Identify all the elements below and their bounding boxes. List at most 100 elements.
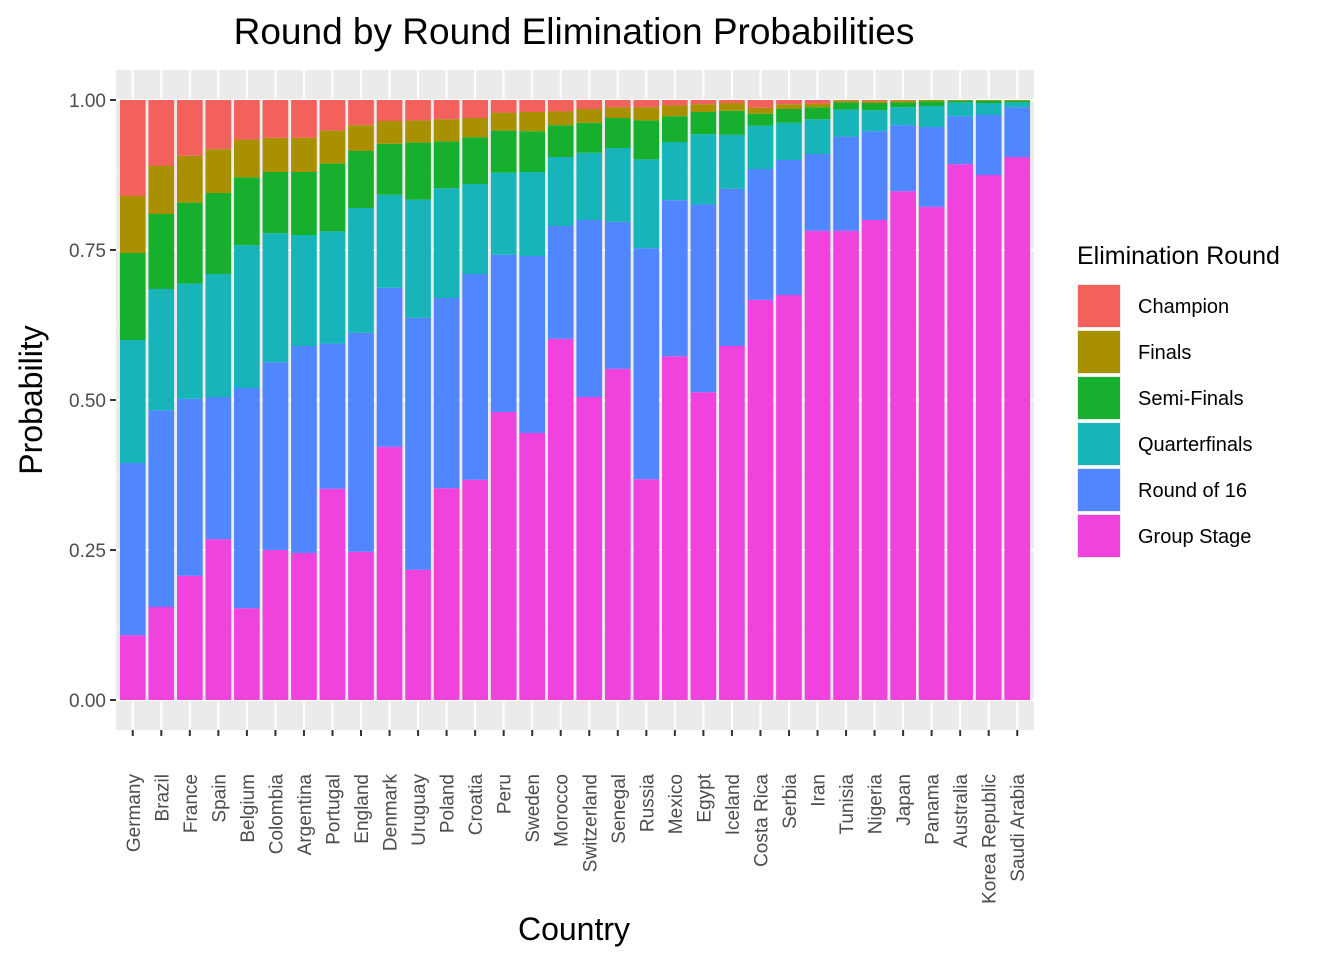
bar-segment-quarterfinals [205, 274, 232, 397]
bar-segment-semi-finals [205, 193, 232, 274]
bar-segment-group-stage [176, 575, 203, 700]
bar-segment-semi-finals [633, 120, 660, 160]
bar-segment-round-of-16 [918, 127, 945, 207]
x-tick-label: Portugal [323, 774, 344, 845]
bar-segment-round-of-16 [119, 463, 146, 636]
bar-stack-panama [918, 100, 945, 701]
bar-segment-round-of-16 [633, 248, 660, 480]
legend-swatch-round-of-16 [1078, 469, 1120, 511]
y-tick-label: 1.00 [69, 91, 106, 112]
bar-stack-russia [633, 100, 660, 700]
bar-stack-france [176, 100, 203, 700]
bar-segment-semi-finals [262, 172, 289, 234]
bar-segment-finals [148, 166, 175, 214]
bar-segment-semi-finals [576, 122, 603, 153]
bar-segment-finals [176, 155, 203, 203]
bar-segment-quarterfinals [662, 142, 688, 201]
bar-segment-round-of-16 [861, 131, 888, 220]
bar-stack-tunisia [833, 100, 859, 701]
bar-segment-finals [662, 105, 688, 117]
bar-segment-quarterfinals [947, 102, 974, 117]
bar-segment-group-stage [804, 230, 831, 701]
bar-stack-iceland [719, 100, 745, 700]
bar-segment-semi-finals [547, 125, 574, 157]
bar-segment-semi-finals [234, 177, 260, 246]
bar-segment-finals [205, 149, 232, 193]
bar-segment-champion [690, 100, 717, 105]
bar-segment-quarterfinals [576, 152, 603, 220]
bar-segment-group-stage [119, 635, 146, 700]
bar-segment-champion [719, 100, 745, 103]
legend-label: Round of 16 [1138, 480, 1247, 502]
bar-segment-group-stage [662, 356, 688, 700]
bar-segment-quarterfinals [348, 208, 374, 333]
bar-segment-round-of-16 [319, 343, 346, 489]
bar-segment-quarterfinals [148, 289, 175, 411]
bar-segment-semi-finals [291, 172, 317, 235]
bar-segment-quarterfinals [1004, 102, 1031, 108]
bar-segment-semi-finals [890, 102, 916, 108]
bar-stack-croatia [462, 100, 488, 700]
bar-stack-england [348, 100, 374, 700]
bar-segment-champion [376, 100, 403, 121]
bar-segment-quarterfinals [547, 157, 574, 226]
bar-segment-semi-finals [776, 109, 802, 123]
bar-segment-finals [119, 196, 146, 253]
x-tick-label: England [352, 774, 373, 844]
bars [119, 100, 1031, 701]
bar-segment-champion [861, 100, 888, 102]
x-tick-label: Nigeria [866, 774, 887, 835]
x-tick-label: Spain [209, 774, 230, 823]
x-tick-label: Tunisia [837, 774, 858, 835]
bar-segment-round-of-16 [234, 388, 260, 609]
bar-segment-finals [633, 107, 660, 121]
bar-stack-costa-rica [747, 100, 774, 700]
bar-segment-quarterfinals [291, 235, 317, 346]
bar-segment-semi-finals [918, 101, 945, 106]
bar-segment-finals [804, 103, 831, 108]
bar-segment-finals [947, 100, 974, 101]
bar-segment-quarterfinals [433, 188, 460, 298]
x-axis-title: Country [518, 911, 630, 947]
bar-segment-finals [376, 121, 403, 144]
bar-segment-group-stage [633, 479, 660, 700]
bar-segment-round-of-16 [433, 298, 460, 489]
bar-segment-champion [433, 100, 460, 120]
bar-segment-group-stage [348, 551, 374, 700]
x-tick-label: Germany [124, 774, 145, 853]
y-tick-label: 0.00 [69, 691, 106, 712]
bar-segment-quarterfinals [861, 110, 888, 132]
bar-segment-group-stage [890, 191, 916, 700]
bar-segment-quarterfinals [119, 340, 146, 463]
bar-segment-quarterfinals [719, 134, 745, 189]
bar-segment-finals [291, 137, 317, 172]
x-tick-label: Panama [923, 774, 944, 845]
legend-swatch-champion [1078, 285, 1120, 327]
bar-stack-saudi-arabia [1004, 100, 1031, 700]
bar-segment-champion [804, 100, 831, 104]
bar-segment-group-stage [234, 608, 260, 700]
bar-stack-switzerland [576, 100, 603, 700]
x-tick-label: Egypt [694, 773, 715, 822]
bar-segment-semi-finals [376, 143, 403, 195]
bar-segment-finals [719, 103, 745, 111]
x-tick-label: Korea Republic [980, 774, 1001, 904]
chart-title: Round by Round Elimination Probabilities [234, 11, 915, 52]
bar-segment-round-of-16 [804, 154, 831, 231]
bar-segment-finals [234, 139, 260, 178]
bar-stack-japan [890, 100, 916, 700]
bar-segment-champion [776, 100, 802, 105]
axes: 0.00 0.25 0.50 0.75 1.00 Germany Brazil France S… [69, 91, 1029, 904]
bar-segment-semi-finals [690, 112, 717, 135]
bar-segment-group-stage [833, 230, 859, 701]
bar-segment-group-stage [947, 164, 974, 700]
bar-stack-belgium [234, 100, 260, 700]
bar-segment-quarterfinals [519, 172, 546, 256]
bar-segment-quarterfinals [690, 134, 717, 205]
bar-segment-finals [1004, 100, 1031, 101]
bar-segment-round-of-16 [205, 397, 232, 540]
bar-segment-round-of-16 [975, 115, 1002, 175]
bar-segment-finals [319, 130, 346, 164]
bar-segment-finals [490, 112, 517, 131]
bar-segment-group-stage [547, 338, 574, 700]
